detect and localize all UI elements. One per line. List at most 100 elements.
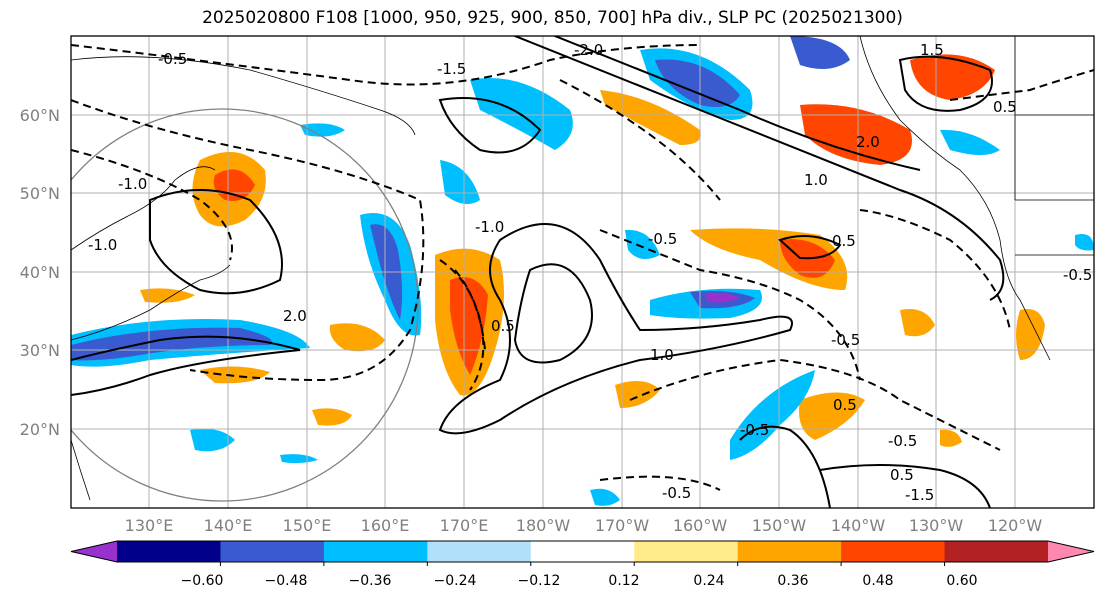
slp-contour-positive — [71, 335, 301, 396]
lon-label: 160°W — [673, 516, 728, 535]
slp-contour-positive — [898, 55, 993, 112]
coastline — [71, 56, 416, 136]
coastline — [71, 264, 231, 341]
lon-label: 140°E — [204, 516, 253, 535]
contour-label: -0.5 — [158, 50, 187, 68]
colorbar-tick-label: −0.12 — [518, 573, 561, 589]
div-negative-region — [730, 370, 815, 460]
colorbar-tick-label: 0.36 — [777, 573, 808, 589]
div-negative-region — [280, 454, 318, 464]
div-negative-core — [71, 327, 272, 361]
slp-contour-negative — [859, 209, 1011, 331]
colorbar-extend-min — [71, 541, 117, 562]
contour-label: -0.5 — [648, 230, 677, 248]
colorbar-segment — [117, 541, 221, 562]
div-positive-region — [900, 309, 935, 337]
lat-label: 30°N — [20, 341, 60, 360]
slp-contour-positive — [438, 223, 793, 435]
contour-label: -0.5 — [740, 421, 769, 439]
slp-contour-negative — [71, 149, 233, 261]
coastline — [859, 36, 1051, 361]
div-positive-region — [600, 90, 701, 145]
slp-contour-negative — [949, 69, 1094, 101]
lat-label: 60°N — [20, 106, 60, 125]
colorbar-segment — [634, 541, 739, 562]
div-negative-region — [300, 123, 345, 137]
coastlines — [71, 36, 1094, 501]
div-positive-core — [450, 277, 488, 375]
div-negative-region — [625, 229, 660, 259]
lon-label: 170°W — [595, 516, 650, 535]
div-positive-region — [799, 392, 865, 440]
slp-contour-positive — [512, 36, 1005, 301]
colorbar — [70, 540, 1095, 566]
slp-contour-positive — [438, 97, 542, 154]
contour-label: -2.0 — [574, 41, 603, 59]
colorbar-tick-label: 0.60 — [946, 573, 977, 589]
colorbar-segment — [737, 541, 842, 562]
contour-label: -1.5 — [905, 486, 934, 504]
coastline — [71, 439, 91, 501]
div-negative-region — [590, 488, 620, 506]
range-circle — [71, 108, 419, 502]
slp-contour-negative — [71, 44, 701, 86]
contour-label: 1.0 — [650, 346, 674, 364]
contour-label: -0.5 — [831, 331, 860, 349]
colorbar-segment — [944, 541, 1049, 562]
colorbar-segment — [841, 541, 946, 562]
lon-label: 130°W — [909, 516, 964, 535]
contour-label: 1.5 — [920, 41, 944, 59]
map-title: 2025020800 F108 [1000, 950, 925, 900, 85… — [202, 8, 903, 28]
slp-contour-positive — [552, 36, 921, 171]
lat-label: 20°N — [20, 420, 60, 439]
contour-label: -1.5 — [437, 60, 466, 78]
lon-label: 130°E — [125, 516, 174, 535]
contour-label: -0.5 — [888, 432, 917, 450]
div-negative-core — [655, 59, 740, 108]
map-content: -0.5 -1.5 -2.0 1.0 1.5 2.0 0.5 -0.5 -1.0… — [71, 36, 1094, 508]
div-negative-region — [940, 129, 1000, 155]
colorbar-tick-label: 0.12 — [608, 573, 639, 589]
slp-contour-positive — [513, 263, 593, 364]
colorbar-tick-label: 0.48 — [862, 573, 893, 589]
longitude-labels: 130°E 140°E 150°E 160°E 170°E 180°W 170°… — [125, 516, 1043, 535]
div-positive-region — [200, 366, 270, 384]
slp-contour-negative — [599, 475, 721, 491]
contour-label: 0.5 — [491, 317, 515, 335]
slp-contour-negative — [599, 229, 861, 381]
div-positive-region — [940, 429, 962, 447]
contour-label: 0.5 — [833, 396, 857, 414]
lon-label: 140°W — [831, 516, 886, 535]
colorbar-tick-label: −0.60 — [181, 573, 224, 589]
contour-label: 0.5 — [993, 98, 1017, 116]
contour-labels: -0.5 -1.5 -2.0 1.0 1.5 2.0 0.5 -0.5 -1.0… — [88, 41, 1092, 504]
div-negative-region — [190, 428, 235, 452]
lon-label: 150°E — [283, 516, 332, 535]
latitude-labels: 60°N 50°N 40°N 30°N 20°N — [20, 106, 60, 439]
colorbar-tick-label: −0.36 — [349, 573, 392, 589]
colorbar-tick-label: 0.24 — [693, 573, 724, 589]
div-negative-peak — [705, 292, 740, 303]
lat-label: 40°N — [20, 263, 60, 282]
lat-label: 50°N — [20, 184, 60, 203]
slp-contour-positive — [778, 235, 842, 260]
slp-contours-negative — [71, 44, 1094, 491]
div-positive-region — [615, 381, 660, 408]
div-positive-region — [140, 288, 195, 303]
contour-label: -1.0 — [475, 218, 504, 236]
lon-label: 120°W — [988, 516, 1043, 535]
slp-contour-positive — [739, 425, 831, 508]
contour-label: 0.5 — [890, 466, 914, 484]
contour-label: 2.0 — [283, 307, 307, 325]
coastline — [71, 166, 216, 251]
colorbar-segment — [220, 541, 325, 562]
slp-contour-negative — [454, 269, 486, 351]
colorbar-tick-labels: −0.60 −0.48 −0.36 −0.24 −0.12 0.12 0.24 … — [181, 573, 978, 589]
colorbar-tick-label: −0.24 — [434, 573, 477, 589]
lon-label: 180°W — [516, 516, 571, 535]
slp-contour-negative — [629, 358, 1001, 451]
lon-label: 160°E — [361, 516, 410, 535]
contour-label: 1.0 — [804, 171, 828, 189]
div-negative-region — [790, 36, 850, 69]
